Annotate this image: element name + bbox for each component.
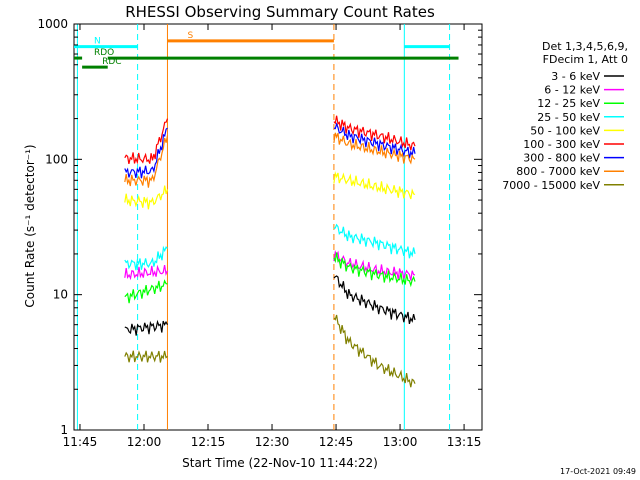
series-line [333,223,416,259]
x-axis-ticks: 11:45 12:00 12:15 12:30 12:45 13:00 13:15 [63,24,482,449]
x-tick-label: 12:00 [127,435,162,449]
x-tick-label: 11:45 [63,435,98,449]
series-line [124,127,168,179]
state-bar-label: RDC [102,57,121,67]
legend-header: Det 1,3,4,5,6,9, [542,40,628,53]
y-tick-label: 100 [45,152,68,166]
series-line [124,319,169,336]
y-tick-label: 1 [60,423,68,437]
x-axis-label: Start Time (22-Nov-10 11:44:22) [182,456,378,470]
state-bar-label: RDO [94,48,114,58]
y-axis-label: Count Rate (s⁻¹ detector⁻¹) [23,144,37,307]
chart-title: RHESSI Observing Summary Count Rates [125,3,435,21]
series-line [333,171,416,200]
y-tick-label: 10 [53,288,68,302]
x-tick-label: 12:45 [319,435,354,449]
legend-header: FDecim 1, Att 0 [543,53,628,66]
legend-entry: 100 - 300 keV [523,138,600,151]
series-line [333,132,416,165]
x-tick-label: 13:15 [447,435,482,449]
plot-frame [73,23,483,431]
series-line [124,185,169,210]
series-line [124,279,168,304]
state-bar-label: S [187,31,193,41]
series-line [333,275,416,325]
series-line [124,118,169,165]
legend-entry: 800 - 7000 keV [516,165,600,178]
legend-entry: 6 - 12 keV [544,84,600,97]
y-tick-label: 1000 [37,17,68,31]
legend: Det 1,3,4,5,6,9,FDecim 1, Att 0 3 - 6 keV… [502,40,628,192]
legend-entry: 50 - 100 keV [530,124,600,137]
x-tick-label: 12:15 [191,435,226,449]
series-lines [124,115,416,388]
series-line [333,115,416,151]
series-line [333,252,416,288]
series-line [124,264,169,281]
x-tick-label: 12:30 [255,435,290,449]
series-line [124,135,169,188]
legend-entry: 12 - 25 keV [537,97,600,110]
vertical-lines [76,24,451,430]
y-axis-ticks: 1 10 100 1000 [37,17,482,437]
series-line [124,350,168,363]
series-line [333,122,416,159]
legend-entry: 7000 - 15000 keV [502,179,600,192]
legend-entry: 300 - 800 keV [523,152,600,165]
series-line [333,250,416,281]
timestamp: 17-Oct-2021 09:49 [560,467,636,476]
legend-entry: 3 - 6 keV [551,70,600,83]
x-tick-label: 13:00 [383,435,418,449]
legend-entry: 25 - 50 keV [537,111,600,124]
series-line [124,245,168,271]
series-line [333,314,416,388]
state-bar-label: N [94,37,101,47]
